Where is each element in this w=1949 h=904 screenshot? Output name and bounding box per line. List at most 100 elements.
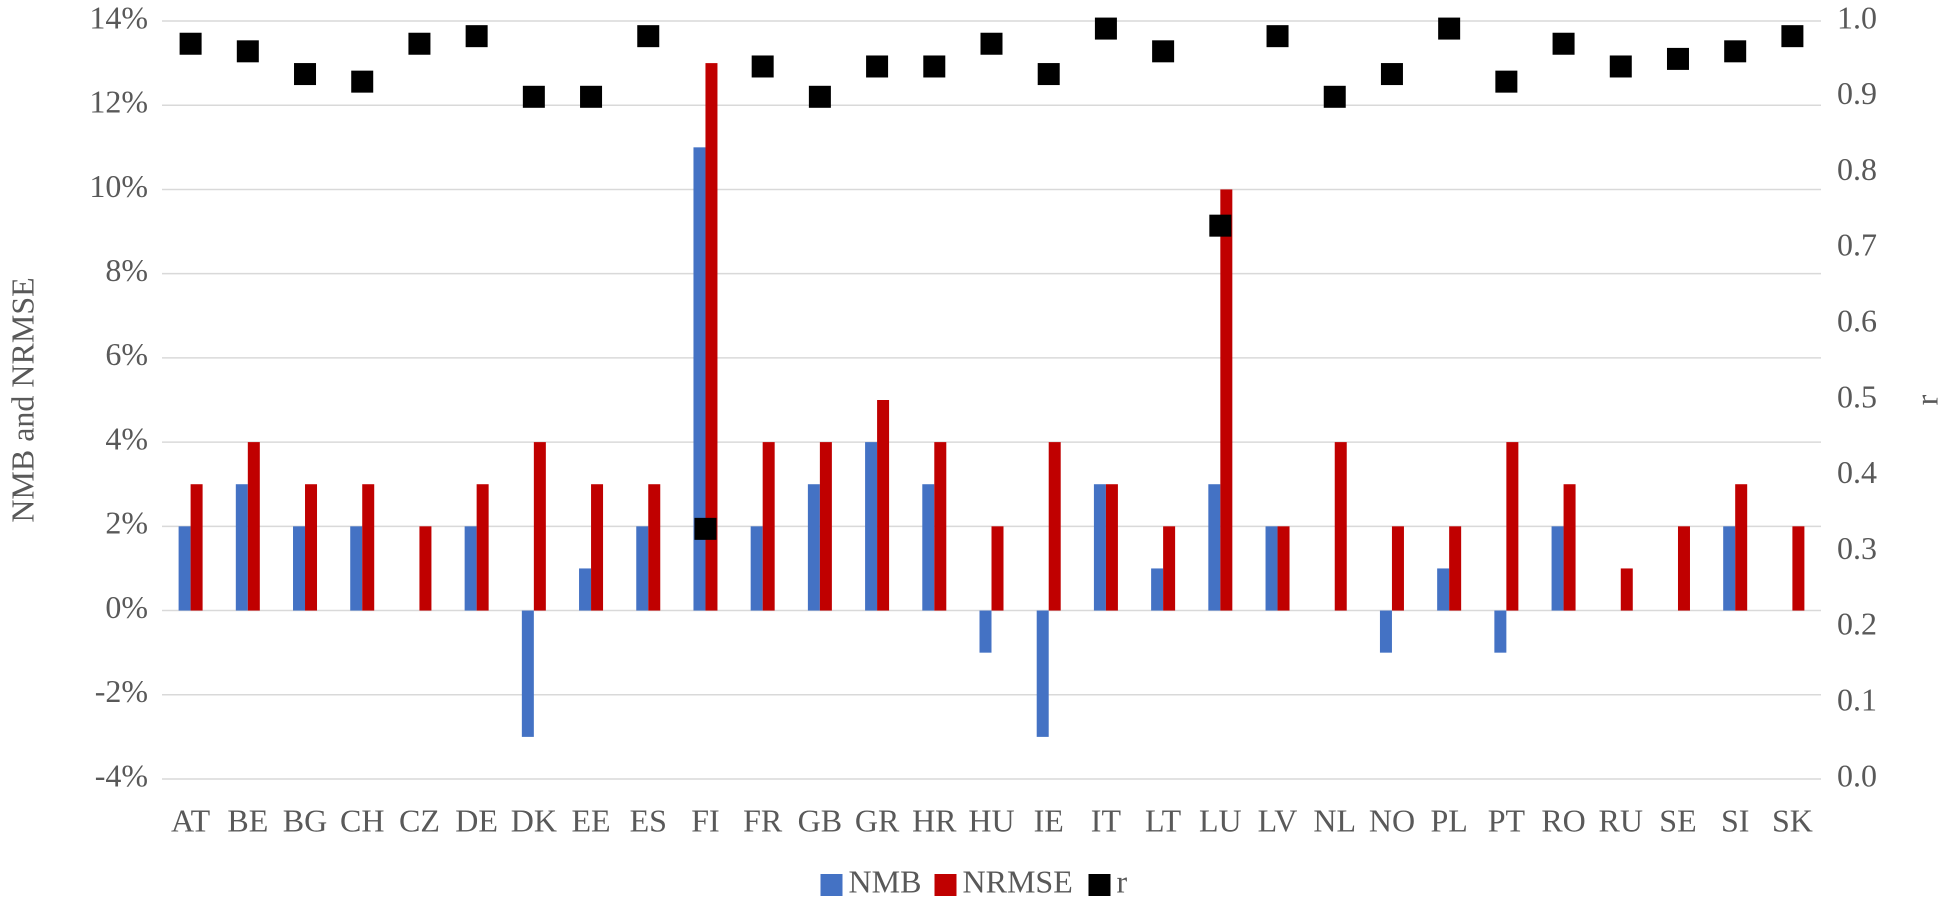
x-tick-label: FR — [743, 802, 783, 838]
marker — [923, 55, 946, 78]
marker — [465, 25, 488, 48]
y2-tick-label: 0.6 — [1837, 303, 1877, 339]
marker — [637, 25, 660, 48]
bar — [1036, 610, 1049, 737]
bar — [1220, 189, 1233, 611]
bar — [807, 484, 820, 611]
y2-tick-label: 0.8 — [1837, 151, 1877, 187]
marker — [1495, 70, 1518, 93]
y-tick-label: -2% — [95, 673, 148, 709]
y2-tick-label: 1.0 — [1837, 0, 1877, 35]
x-tick-label: ES — [630, 802, 667, 838]
bar — [934, 442, 947, 611]
x-tick-label: BG — [283, 802, 327, 838]
x-tick-label: SK — [1772, 802, 1813, 838]
bar — [591, 484, 604, 611]
x-tick-label: AT — [171, 802, 211, 838]
bar — [1449, 526, 1462, 611]
bar — [705, 63, 718, 611]
y2-tick-label: 0.3 — [1837, 530, 1877, 566]
x-tick-label: NO — [1369, 802, 1415, 838]
y-tick-label: 0% — [105, 589, 148, 625]
x-tick-label: DK — [511, 802, 557, 838]
marker — [294, 63, 317, 86]
bar — [693, 147, 706, 611]
y2-tick-label: 0.5 — [1837, 378, 1877, 414]
marker — [1323, 85, 1346, 108]
x-tick-label: RU — [1599, 802, 1643, 838]
x-tick-label: CZ — [399, 802, 440, 838]
y-tick-label: 10% — [89, 168, 148, 204]
bar — [1723, 526, 1736, 611]
bar — [1379, 610, 1392, 653]
bar — [1105, 484, 1118, 611]
bar — [533, 442, 546, 611]
marker — [980, 32, 1003, 55]
marker — [694, 517, 717, 540]
x-tick-label: GB — [798, 802, 842, 838]
marker — [408, 32, 431, 55]
bar — [521, 610, 534, 737]
bar — [464, 526, 477, 611]
bar — [1506, 442, 1519, 611]
x-tick-label: CH — [340, 802, 384, 838]
y-tick-label: 2% — [105, 505, 148, 541]
y-tick-label: 8% — [105, 252, 148, 288]
bar — [235, 484, 248, 611]
y2-axis-title: r — [1908, 394, 1944, 405]
marker — [751, 55, 774, 78]
legend-swatch — [820, 874, 843, 896]
x-tick-label: HU — [968, 802, 1014, 838]
bar — [979, 610, 992, 653]
y2-tick-label: 0.9 — [1837, 75, 1877, 111]
x-tick-label: LT — [1145, 802, 1182, 838]
marker — [1266, 25, 1289, 48]
bar — [1620, 568, 1633, 611]
bar — [648, 484, 661, 611]
marker — [1781, 25, 1804, 48]
y-tick-label: 4% — [105, 420, 148, 456]
legend-swatch — [1088, 874, 1111, 896]
marker — [1438, 17, 1461, 40]
x-tick-label: EE — [572, 802, 611, 838]
y2-tick-label: 0.4 — [1837, 454, 1877, 490]
marker — [1037, 63, 1060, 86]
bar — [1265, 526, 1278, 611]
x-tick-label: LV — [1258, 802, 1298, 838]
bar — [1551, 526, 1564, 611]
y2-tick-label: 0.2 — [1837, 606, 1877, 642]
x-tick-label: FI — [691, 802, 719, 838]
marker — [1609, 55, 1632, 78]
x-tick-label: PT — [1488, 802, 1526, 838]
legend-label: NMB — [849, 863, 922, 899]
x-tick-label: RO — [1541, 802, 1585, 838]
x-tick-label: NL — [1313, 802, 1356, 838]
bar — [1391, 526, 1404, 611]
bar — [1792, 526, 1805, 611]
bar — [1093, 484, 1106, 611]
marker — [351, 70, 374, 93]
bar — [476, 484, 489, 611]
x-tick-label: SI — [1721, 802, 1749, 838]
bar — [362, 484, 375, 611]
y2-tick-label: 0.0 — [1837, 757, 1877, 793]
bar — [762, 442, 775, 611]
x-tick-label: IE — [1034, 802, 1064, 838]
marker — [1380, 63, 1403, 86]
y-tick-label: 12% — [89, 84, 148, 120]
marker — [1666, 47, 1689, 70]
y-tick-label: 6% — [105, 336, 148, 372]
bar — [636, 526, 649, 611]
bar — [1563, 484, 1576, 611]
bar — [1677, 526, 1690, 611]
bar — [1163, 526, 1176, 611]
y-tick-label: 14% — [89, 0, 148, 35]
y2-tick-label: 0.7 — [1837, 227, 1877, 263]
bar — [991, 526, 1004, 611]
marker — [808, 85, 831, 108]
bar — [579, 568, 592, 611]
marker — [1724, 40, 1747, 63]
marker — [1094, 17, 1117, 40]
marker — [580, 85, 603, 108]
